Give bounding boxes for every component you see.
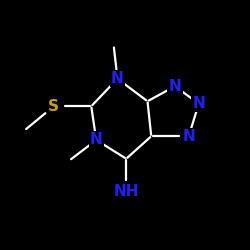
- Text: NH: NH: [114, 184, 139, 199]
- Text: N: N: [192, 96, 205, 111]
- Text: N: N: [182, 129, 195, 144]
- Text: N: N: [111, 71, 124, 86]
- Text: S: S: [48, 99, 59, 114]
- Text: N: N: [168, 79, 181, 94]
- Text: N: N: [90, 132, 103, 148]
